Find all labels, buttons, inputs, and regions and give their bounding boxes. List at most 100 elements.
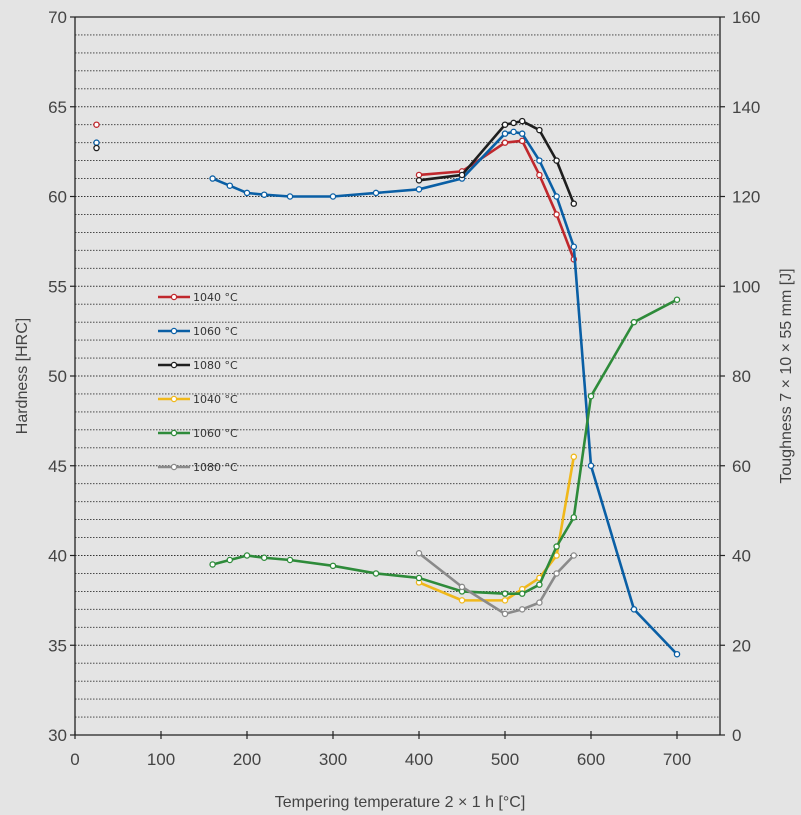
y-left-tick-label: 35 <box>48 636 67 655</box>
data-point <box>630 318 638 326</box>
data-point <box>570 243 578 251</box>
y-right-tick-label: 140 <box>732 98 760 117</box>
legend-item: 1040 °C <box>158 393 238 406</box>
data-point <box>536 126 543 134</box>
legend-item: 1060 °C <box>158 325 238 338</box>
x-tick-label: 700 <box>663 750 691 769</box>
data-point <box>286 193 294 200</box>
data-point <box>243 552 251 559</box>
y-right-tick-label: 120 <box>732 188 760 207</box>
legend-label: 1060 °C <box>193 427 238 440</box>
data-point <box>518 117 526 125</box>
data-point <box>630 606 638 613</box>
data-point <box>570 453 578 461</box>
series-2 <box>93 117 578 207</box>
y-axis-right-label: Toughness 7 × 10 × 55 mm [J] <box>778 268 795 483</box>
data-point <box>553 570 560 577</box>
legend-item: 1040 °C <box>158 291 238 304</box>
data-point <box>209 561 216 568</box>
data-point <box>415 550 423 557</box>
data-point <box>415 186 423 193</box>
data-point <box>329 193 337 200</box>
series-line <box>212 298 678 595</box>
data-point <box>458 597 466 604</box>
legend-swatch-marker <box>170 361 178 369</box>
data-point <box>536 581 543 588</box>
data-point <box>518 130 526 137</box>
x-tick-label: 300 <box>319 750 347 769</box>
y-right-tick-label: 100 <box>732 277 760 296</box>
data-point <box>587 392 595 400</box>
y-right-tick-label: 0 <box>732 726 741 745</box>
grid <box>75 34 720 718</box>
data-point <box>372 189 380 197</box>
y-left-tick-label: 65 <box>48 98 67 117</box>
series-layer <box>93 117 681 658</box>
y-left-tick-label: 45 <box>48 457 67 476</box>
data-point <box>93 144 100 152</box>
series-line <box>418 119 576 205</box>
data-point <box>501 597 509 604</box>
data-point <box>553 211 560 218</box>
y-left-tick-label: 55 <box>48 277 67 296</box>
x-tick-label: 200 <box>233 750 261 769</box>
x-tick-label: 400 <box>405 750 433 769</box>
data-point <box>501 139 509 146</box>
data-point <box>570 514 578 521</box>
legend-swatch-marker <box>170 395 178 403</box>
legend-label: 1080 °C <box>193 359 238 372</box>
series-4 <box>209 296 681 597</box>
y-right-tick-label: 40 <box>732 547 751 566</box>
data-point <box>536 157 543 164</box>
legend-label: 1060 °C <box>193 325 238 338</box>
legend-label: 1040 °C <box>193 393 238 406</box>
series-3 <box>415 453 578 604</box>
data-point <box>501 610 509 618</box>
x-tick-label: 100 <box>147 750 175 769</box>
data-point <box>570 552 578 559</box>
legend-label: 1080 °C <box>193 461 238 474</box>
y-right-tick-label: 80 <box>732 367 751 386</box>
legend-label: 1040 °C <box>193 291 238 304</box>
data-point <box>415 171 423 179</box>
data-point <box>286 556 294 564</box>
data-point <box>501 130 509 137</box>
x-axis-label: Tempering temperature 2 × 1 h [°C] <box>275 794 526 811</box>
axes: 0 100 200 300 400 500 600 700303540455055606570… <box>48 8 760 769</box>
series-1 <box>93 128 681 658</box>
series-line <box>418 139 576 260</box>
y-right-tick-label: 160 <box>732 8 760 27</box>
data-point <box>518 137 526 145</box>
data-point <box>536 599 543 606</box>
y-left-tick-label: 70 <box>48 8 67 27</box>
legend-swatch-marker <box>170 463 178 471</box>
data-point <box>553 157 560 164</box>
data-point <box>226 182 234 189</box>
legend: 1040 °C 1060 °C 1080 °C 1040 °C 1060 °C 1080 … <box>158 291 238 474</box>
data-point <box>415 574 423 582</box>
y-right-tick-label: 60 <box>732 457 751 476</box>
data-point <box>226 556 234 564</box>
series-line <box>418 456 576 602</box>
y-left-tick-label: 40 <box>48 547 67 566</box>
data-point <box>209 175 216 182</box>
x-tick-label: 600 <box>577 750 605 769</box>
legend-swatch-marker <box>170 327 178 335</box>
x-tick-label: 500 <box>491 750 519 769</box>
series-5 <box>415 550 578 618</box>
data-point <box>587 462 595 469</box>
y-left-tick-label: 30 <box>48 726 67 745</box>
data-point <box>518 606 526 613</box>
data-point <box>501 121 509 128</box>
data-point <box>501 590 509 597</box>
data-point <box>673 650 681 658</box>
data-point <box>553 543 560 550</box>
legend-swatch-marker <box>170 293 178 301</box>
series-line <box>212 130 678 656</box>
legend-swatch-marker <box>170 429 178 437</box>
data-point <box>260 191 268 198</box>
data-point <box>260 554 268 561</box>
legend-item: 1080 °C <box>158 461 238 474</box>
data-point <box>93 139 100 146</box>
